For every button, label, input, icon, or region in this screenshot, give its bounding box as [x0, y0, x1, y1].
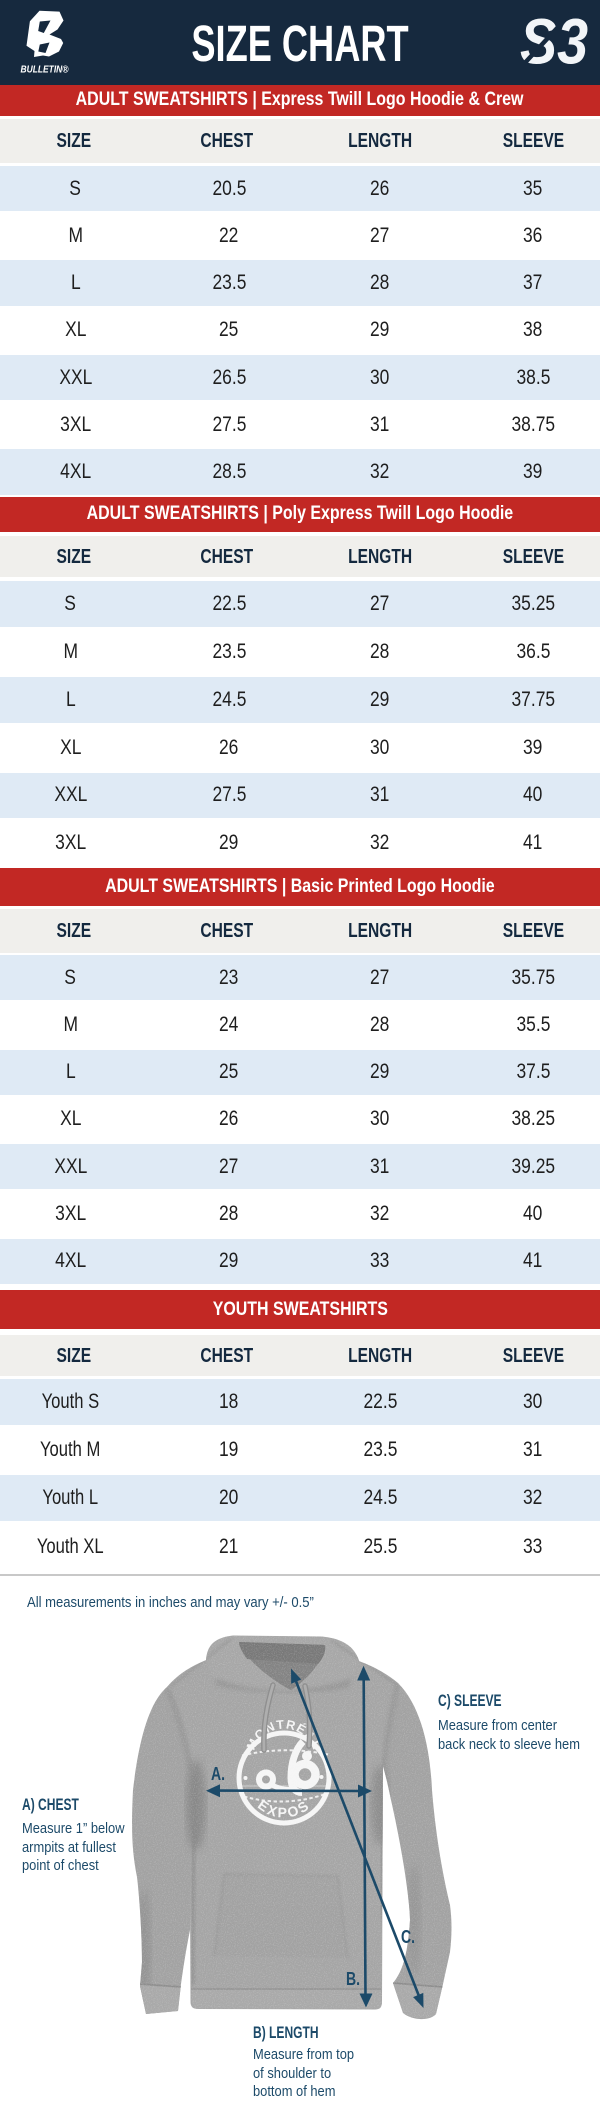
svg-text:BULLETIN®: BULLETIN®: [21, 64, 69, 76]
svg-text:S3: S3: [520, 10, 588, 70]
